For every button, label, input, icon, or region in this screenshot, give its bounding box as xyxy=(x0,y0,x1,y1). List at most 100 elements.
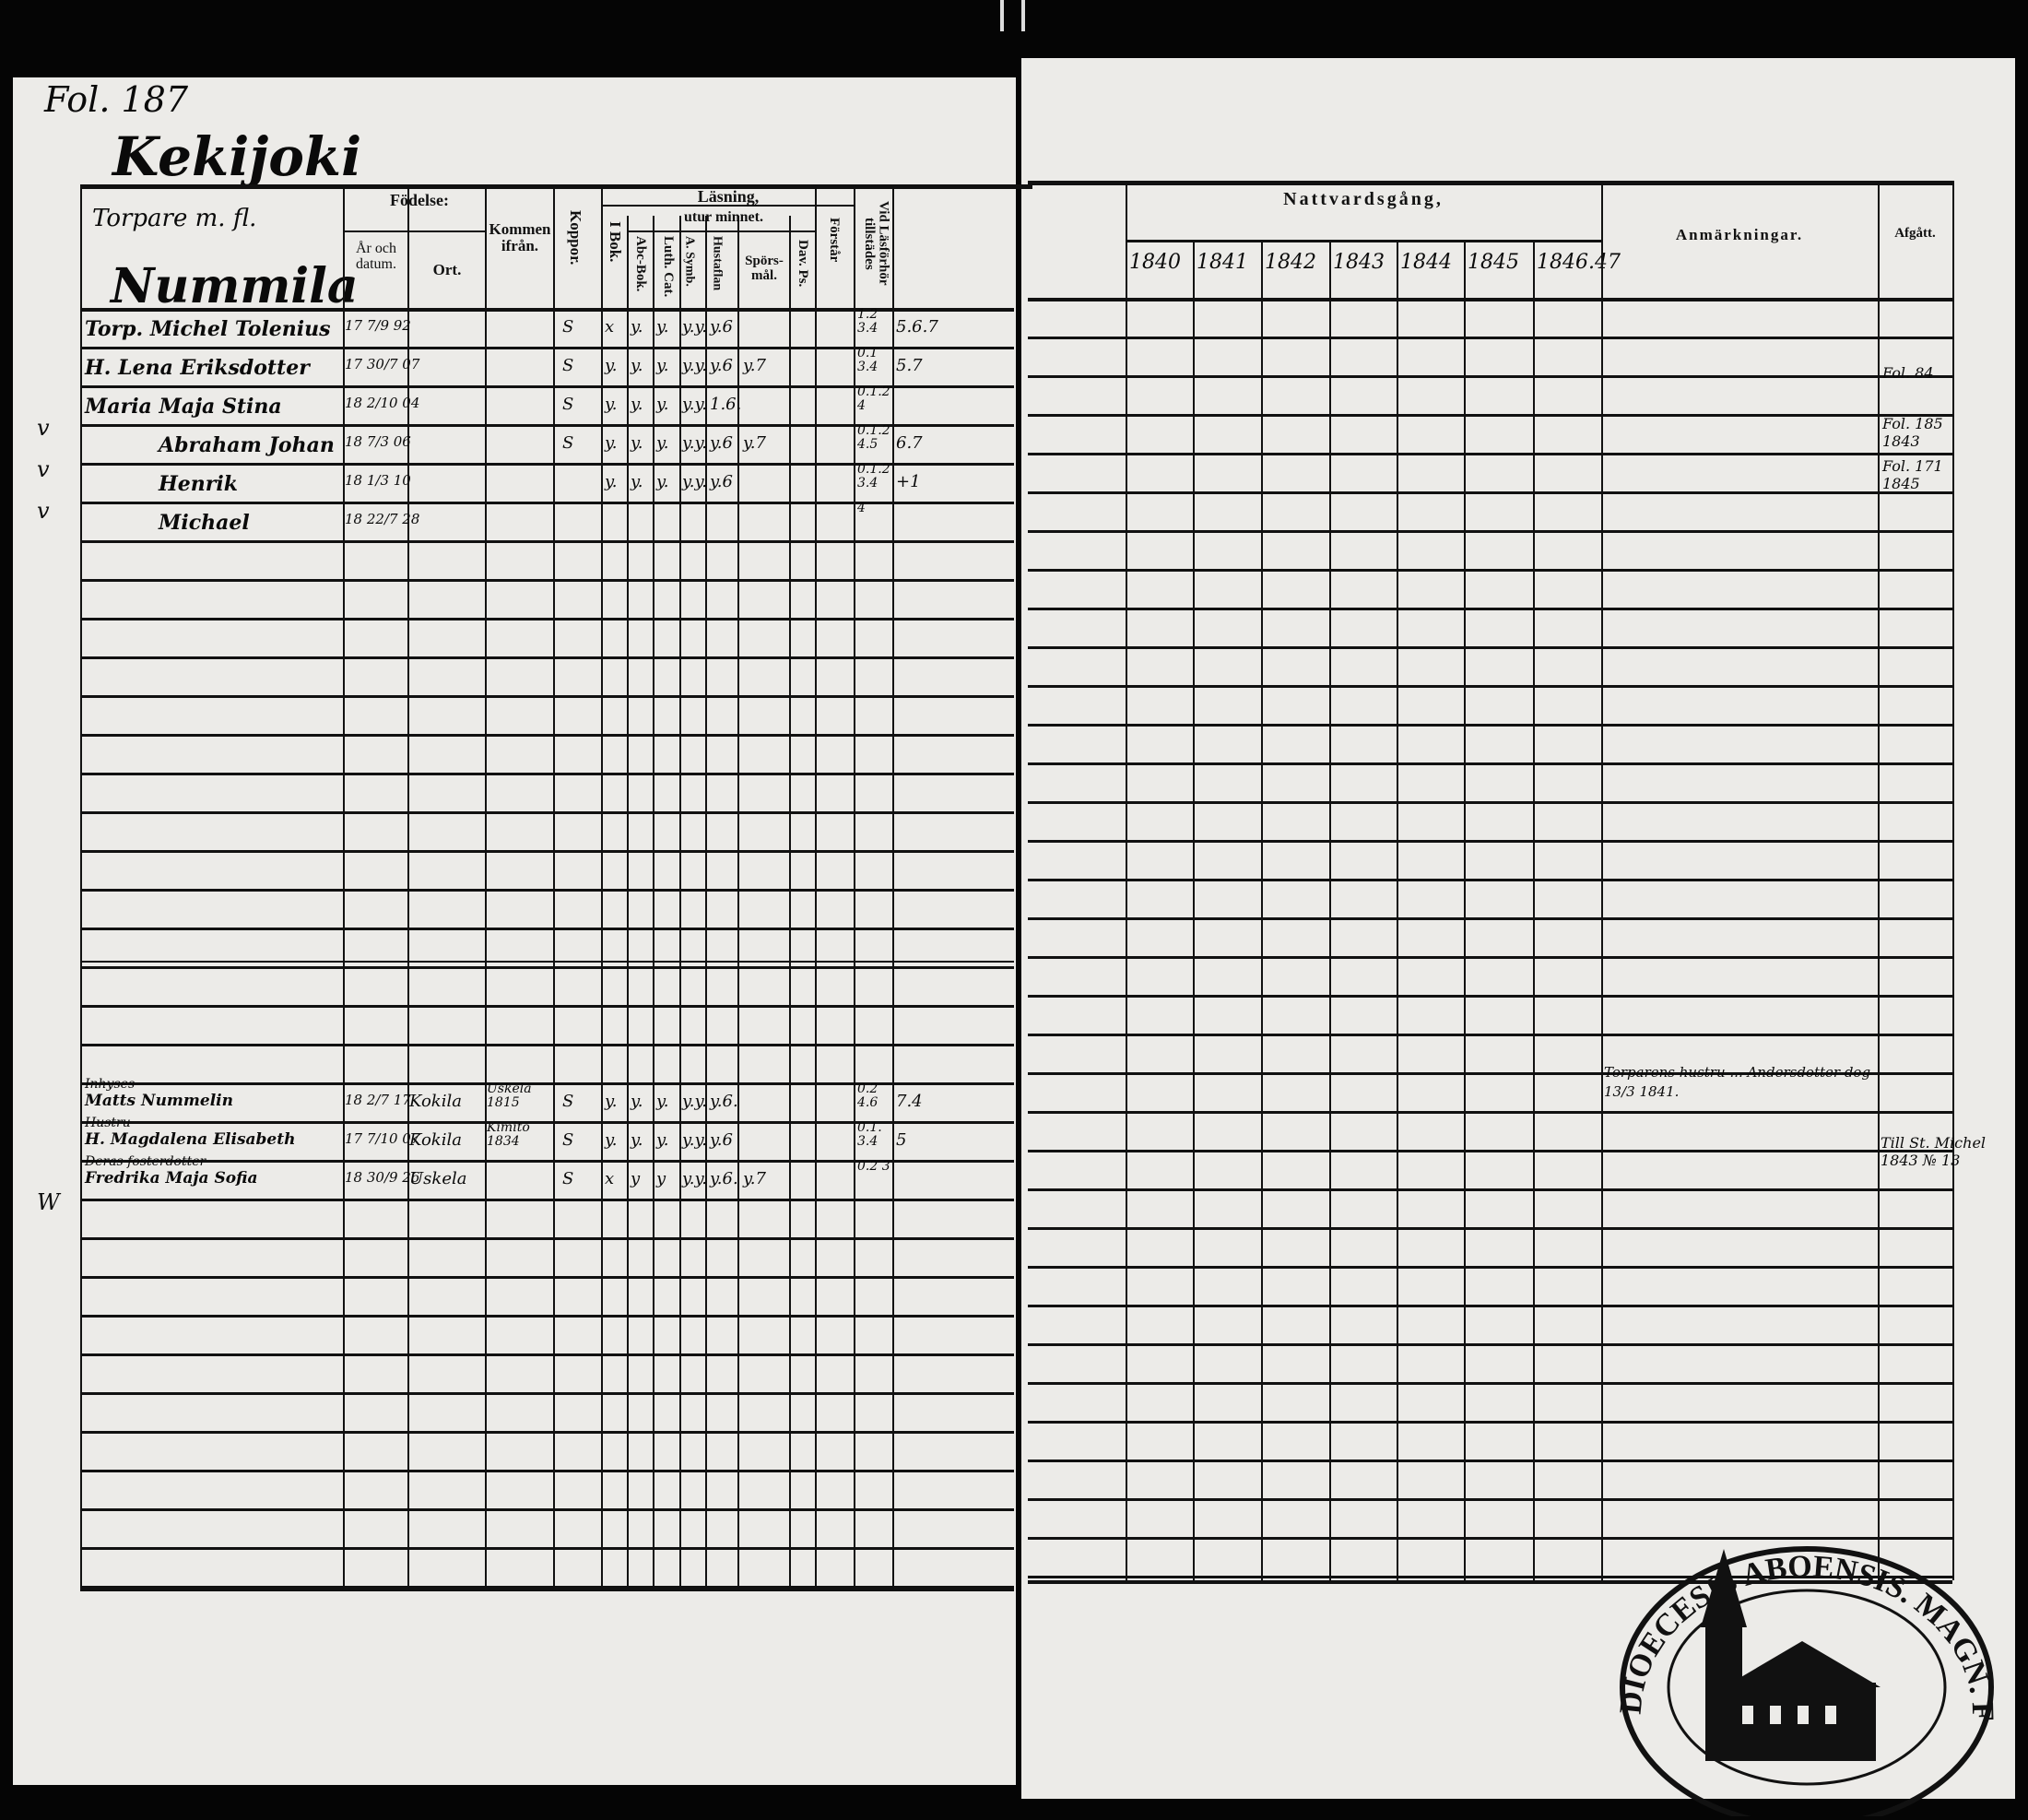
row-rule xyxy=(80,1547,1014,1550)
row-rule xyxy=(1028,840,1952,843)
row-rule xyxy=(80,928,1014,930)
parish-title: Kekijoki xyxy=(112,125,362,188)
row-rule xyxy=(1028,1072,1952,1075)
binding-mark xyxy=(1021,0,1025,31)
column-rule xyxy=(1397,240,1398,1580)
row-rule xyxy=(80,1276,1014,1279)
entry-name: H. Magdalena Elisabeth xyxy=(85,1130,296,1149)
row-rule xyxy=(1028,1576,1952,1578)
header-vid-lasforhor: Vid Läsförhör tillstädes xyxy=(861,201,891,286)
entry-name: Torp. Michel Tolenius xyxy=(85,317,331,341)
row-rule xyxy=(80,1392,1014,1395)
column-rule xyxy=(485,184,487,1588)
column-rule xyxy=(789,216,791,1588)
column-rule xyxy=(653,216,654,1588)
smallpox: S xyxy=(562,1169,574,1188)
church-icon xyxy=(1701,1549,1881,1761)
column-rule xyxy=(1329,240,1331,1580)
column-rule xyxy=(627,216,629,1588)
row-rule xyxy=(1028,956,1952,959)
row-rule xyxy=(80,1121,1014,1124)
header-bottom-rule xyxy=(80,308,1014,312)
header-rule xyxy=(627,230,815,232)
row-rule xyxy=(1028,879,1952,881)
row-rule xyxy=(80,1237,1014,1240)
abc-bok: y. xyxy=(631,472,643,491)
luth-cat: y. xyxy=(656,1092,669,1111)
birth-date: 18 30/9 26 xyxy=(345,1169,420,1186)
afgatt-entry: Fol. 171 1845 xyxy=(1882,457,1943,492)
extra-marks: 5 xyxy=(896,1130,907,1150)
header-forstar: Förstår xyxy=(826,218,842,263)
year-header: 1840 xyxy=(1129,251,1181,274)
row-rule xyxy=(80,889,1014,892)
lasforhor: 0.1.2 4.5 xyxy=(857,423,890,453)
row-rule xyxy=(80,540,1014,543)
header-kommen-ifran: Kommen ifrån. xyxy=(489,220,551,254)
column-rule xyxy=(1193,240,1195,1580)
row-rule xyxy=(80,850,1014,853)
row-rule xyxy=(80,1044,1014,1046)
row-rule xyxy=(1028,569,1952,572)
right-page xyxy=(1021,58,2015,1799)
village-name: Nummila xyxy=(111,258,359,314)
hustaflan: y.6. xyxy=(710,1092,738,1111)
entry-role: Deras fosterdotter xyxy=(85,1154,206,1169)
luth-cat: y. xyxy=(656,472,669,491)
row-rule xyxy=(80,734,1014,737)
i-bok: y. xyxy=(605,472,618,491)
row-rule xyxy=(80,1005,1014,1008)
column-rule xyxy=(892,184,894,1588)
row-rule xyxy=(1028,1266,1952,1269)
row-rule xyxy=(1028,917,1952,920)
row-rule xyxy=(1028,337,1952,339)
birth-date: 18 22/7 28 xyxy=(345,511,420,527)
row-rule xyxy=(1028,801,1952,804)
row-rule xyxy=(1028,1421,1952,1424)
smallpox: S xyxy=(562,1092,574,1111)
a-symb: y.y. xyxy=(682,395,707,414)
row-rule xyxy=(80,1353,1014,1356)
column-rule xyxy=(1952,181,1954,1580)
abc-bok: y. xyxy=(631,395,643,414)
binding-mark xyxy=(1000,0,1004,31)
entry-name: Michael xyxy=(159,511,250,535)
row-rule xyxy=(80,811,1014,814)
row-rule xyxy=(1028,608,1952,610)
header-afgatt: Afgått. xyxy=(1894,226,1936,241)
hustaflan: y.6 xyxy=(710,472,733,491)
header-luth-cat: Luth. Cat. xyxy=(660,236,676,298)
entry-name: Fredrika Maja Sofia xyxy=(85,1169,258,1188)
column-rule xyxy=(1464,240,1466,1580)
row-rule xyxy=(1028,414,1952,417)
row-rule xyxy=(1028,762,1952,765)
column-rule xyxy=(705,216,707,1588)
year-header: 1846.47 xyxy=(1537,251,1621,274)
row-rule xyxy=(1028,453,1952,455)
column-rule xyxy=(80,184,82,1588)
lasforhor: 0.1 3.4 xyxy=(857,346,878,375)
hustaflan: y.6. xyxy=(710,1169,738,1188)
hustaflan: y.6 xyxy=(710,433,733,453)
extra-marks: 5.7 xyxy=(896,356,923,375)
i-bok: y. xyxy=(605,356,618,375)
abc-bok: y. xyxy=(631,317,643,337)
a-symb: y.y. xyxy=(682,433,707,453)
smallpox: S xyxy=(562,356,574,375)
row-rule xyxy=(1028,724,1952,727)
smallpox: S xyxy=(562,317,574,337)
lasforhor: 0.1.2 4 xyxy=(857,384,890,414)
i-bok: y. xyxy=(605,395,618,414)
sporsmal: y.7 xyxy=(743,356,766,375)
a-symb: y.y. xyxy=(682,1169,707,1188)
column-rule xyxy=(679,216,681,1588)
margin-mark: W xyxy=(37,1189,60,1215)
row-rule xyxy=(80,579,1014,582)
row-rule xyxy=(1028,491,1952,494)
row-rule xyxy=(80,618,1014,620)
lasforhor: 0.1. 3.4 xyxy=(857,1120,882,1150)
row-rule xyxy=(80,1586,1014,1589)
abc-bok: y. xyxy=(631,1130,643,1150)
header-sporsmal: Spörs-mål. xyxy=(745,254,784,283)
row-rule xyxy=(80,1199,1014,1201)
